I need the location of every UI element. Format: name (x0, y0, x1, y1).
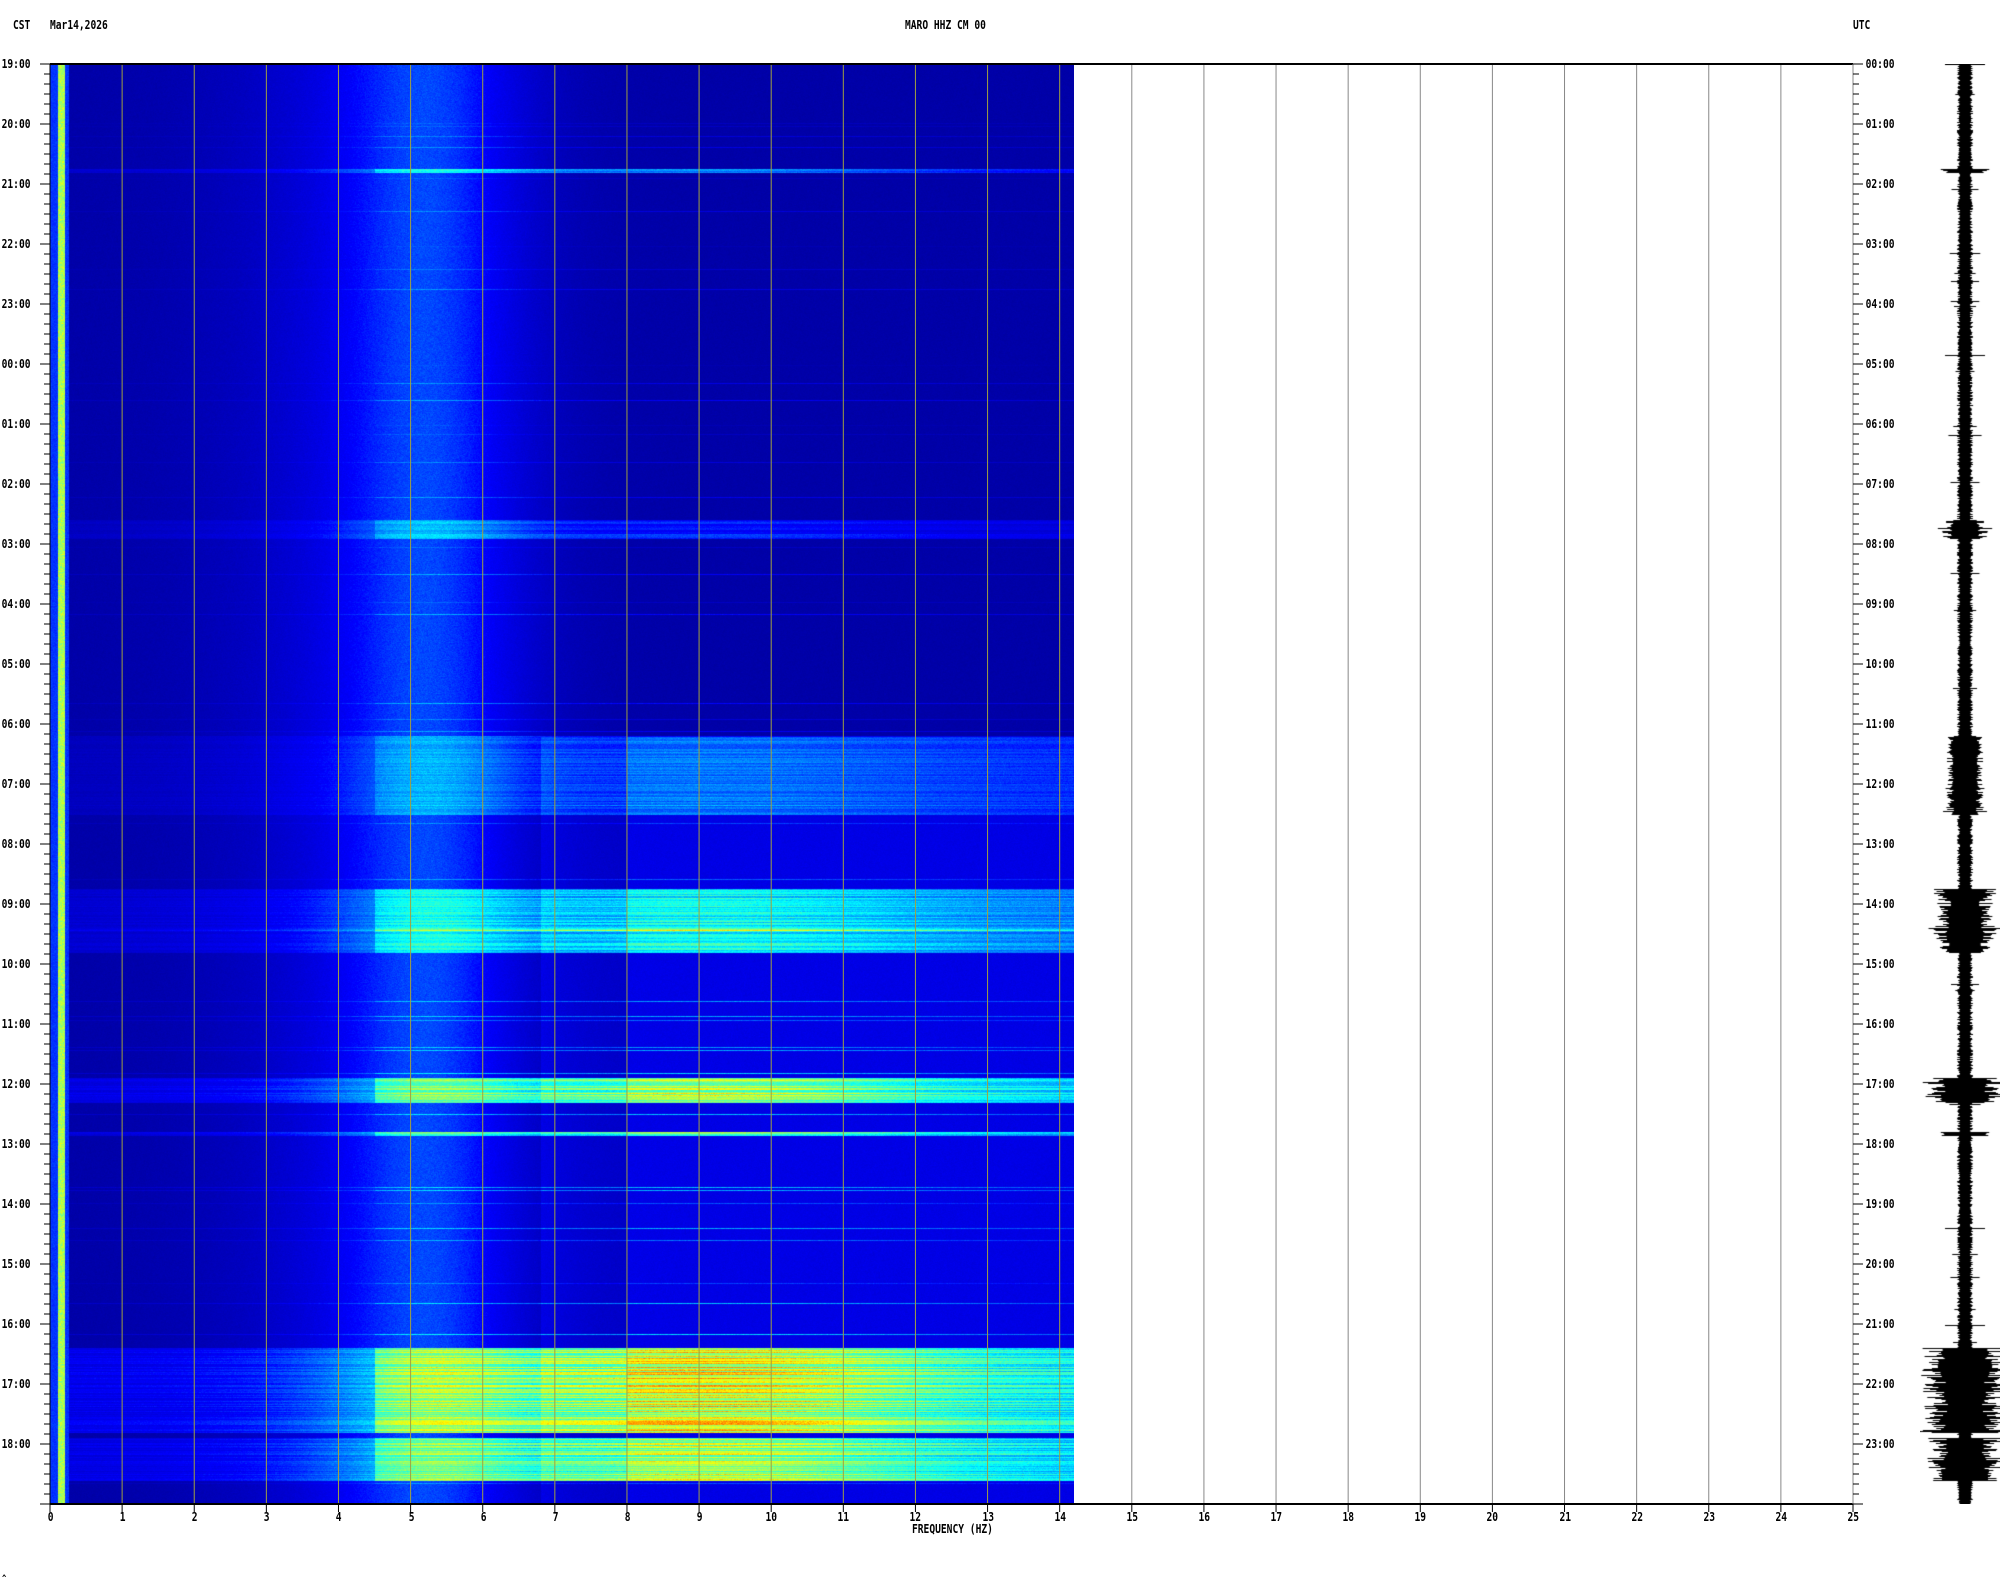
y-right-tick-label: 18:00 (1865, 1137, 1895, 1151)
y-right-tick-label: 23:00 (1865, 1437, 1895, 1451)
y-right-tick-label: 04:00 (1865, 297, 1895, 311)
x-tick-label: 4 (336, 1510, 342, 1524)
y-left-tick-label: 15:00 (1, 1257, 31, 1271)
y-left-tick-label: 19:00 (1, 57, 31, 71)
y-left-tick-label: 22:00 (1, 237, 31, 251)
x-tick-label: 14 (1054, 1510, 1066, 1524)
spectrogram-heatmap (50, 64, 1074, 1504)
x-tick-label: 3 (264, 1510, 270, 1524)
y-right-tick-label: 11:00 (1865, 717, 1895, 731)
y-right-tick-label: 10:00 (1865, 657, 1895, 671)
y-right-tick-label: 16:00 (1865, 1017, 1895, 1031)
y-right-tick-label: 19:00 (1865, 1197, 1895, 1211)
y-right-tick-label: 05:00 (1865, 357, 1895, 371)
y-right-tick-label: 13:00 (1865, 837, 1895, 851)
y-right-tick-label: 12:00 (1865, 777, 1895, 791)
y-right-tick-label: 15:00 (1865, 957, 1895, 971)
y-left-tick-label: 20:00 (1, 117, 31, 131)
x-tick-label: 22 (1631, 1510, 1643, 1524)
seismogram-trace (1920, 64, 2000, 1504)
y-right-tick-label: 03:00 (1865, 237, 1895, 251)
y-left-tick-label: 06:00 (1, 717, 31, 731)
x-tick-label: 10 (765, 1510, 778, 1524)
y-left-tick-label: 10:00 (1, 957, 31, 971)
x-tick-label: 15 (1126, 1510, 1138, 1524)
x-tick-label: 6 (480, 1510, 487, 1524)
x-tick-label: 17 (1270, 1510, 1283, 1524)
x-tick-label: 19 (1414, 1510, 1427, 1524)
x-tick-label: 13 (981, 1510, 994, 1524)
timezone-right-label: UTC (1853, 18, 1871, 32)
y-left-tick-label: 07:00 (1, 777, 31, 791)
y-left-tick-label: 04:00 (1, 597, 31, 611)
y-left-tick-label: 18:00 (1, 1437, 31, 1451)
y-left-tick-label: 00:00 (1, 357, 31, 371)
y-right-tick-label: 08:00 (1865, 537, 1895, 551)
x-tick-label: 5 (408, 1510, 415, 1524)
y-right-tick-label: 14:00 (1865, 897, 1895, 911)
x-tick-label: 16 (1198, 1510, 1210, 1524)
y-right-tick-label: 17:00 (1865, 1077, 1895, 1091)
y-right-tick-label: 22:00 (1865, 1377, 1895, 1391)
x-tick-label: 21 (1558, 1510, 1571, 1524)
y-right-tick-label: 07:00 (1865, 477, 1895, 491)
y-left-tick-label: 03:00 (1, 537, 31, 551)
y-left-tick-label: 05:00 (1, 657, 31, 671)
y-right-tick-label: 00:00 (1865, 57, 1895, 71)
station-title: MARO HHZ CM 00 (905, 18, 986, 32)
x-tick-label: 7 (552, 1510, 559, 1524)
y-left-tick-label: 09:00 (1, 897, 31, 911)
x-tick-label: 18 (1342, 1510, 1355, 1524)
x-tick-label: 12 (909, 1510, 922, 1524)
x-tick-label: 2 (191, 1510, 198, 1524)
y-left-tick-label: 13:00 (1, 1137, 31, 1151)
y-right-tick-label: 21:00 (1865, 1317, 1895, 1331)
y-left-tick-label: 02:00 (1, 477, 31, 491)
y-left-tick-label: 01:00 (1, 417, 31, 431)
x-tick-label: 20 (1486, 1510, 1499, 1524)
y-left-tick-label: 12:00 (1, 1077, 31, 1091)
x-tick-label: 0 (47, 1510, 54, 1524)
x-axis-label: FREQUENCY (HZ) (912, 1522, 993, 1536)
x-tick-label: 1 (119, 1510, 126, 1524)
date-label: Mar14,2026 (50, 18, 108, 32)
y-left-tick-label: 16:00 (1, 1317, 31, 1331)
y-left-tick-label: 17:00 (1, 1377, 31, 1391)
y-left-tick-label: 23:00 (1, 297, 31, 311)
y-left-tick-label: 14:00 (1, 1197, 31, 1211)
timezone-left-label: CST (13, 18, 31, 32)
y-right-tick-label: 09:00 (1865, 597, 1895, 611)
y-left-tick-label: 21:00 (1, 177, 31, 191)
x-tick-label: 11 (837, 1510, 850, 1524)
x-tick-label: 24 (1775, 1510, 1787, 1524)
x-tick-label: 9 (696, 1510, 703, 1524)
y-right-tick-label: 02:00 (1865, 177, 1895, 191)
y-left-tick-label: 11:00 (1, 1017, 31, 1031)
y-left-tick-label: 08:00 (1, 837, 31, 851)
footer-mark: ^ (2, 1574, 7, 1584)
y-right-tick-label: 20:00 (1865, 1257, 1895, 1271)
x-tick-label: 8 (624, 1510, 631, 1524)
x-tick-label: 23 (1703, 1510, 1715, 1524)
y-right-tick-label: 06:00 (1865, 417, 1895, 431)
y-right-tick-label: 01:00 (1865, 117, 1895, 131)
x-tick-label: 25 (1847, 1510, 1860, 1524)
